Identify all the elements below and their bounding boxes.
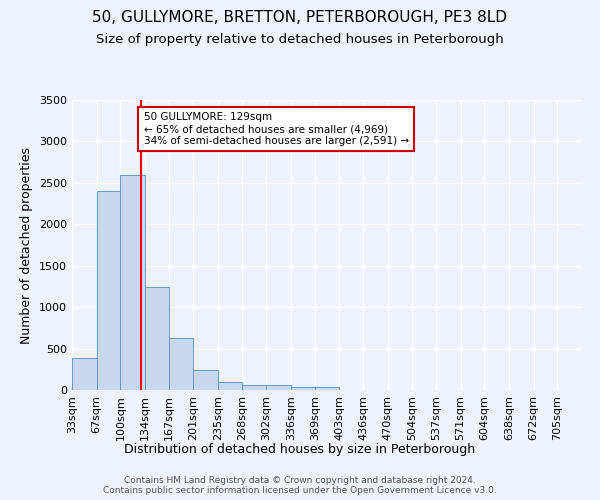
- Text: Size of property relative to detached houses in Peterborough: Size of property relative to detached ho…: [96, 32, 504, 46]
- Bar: [218, 382, 242, 390]
- Text: Contains HM Land Registry data © Crown copyright and database right 2024.
Contai: Contains HM Land Registry data © Crown c…: [103, 476, 497, 495]
- Bar: [291, 386, 315, 390]
- Bar: [145, 288, 169, 390]
- Bar: [97, 191, 121, 390]
- Text: 50 GULLYMORE: 129sqm
← 65% of detached houses are smaller (4,969)
34% of semi-de: 50 GULLYMORE: 129sqm ← 65% of detached h…: [143, 112, 409, 146]
- Bar: [72, 358, 97, 390]
- Bar: [169, 338, 193, 390]
- Bar: [242, 385, 266, 390]
- Bar: [315, 387, 339, 390]
- Bar: [266, 386, 291, 390]
- Text: Distribution of detached houses by size in Peterborough: Distribution of detached houses by size …: [124, 442, 476, 456]
- Text: 50, GULLYMORE, BRETTON, PETERBOROUGH, PE3 8LD: 50, GULLYMORE, BRETTON, PETERBOROUGH, PE…: [92, 10, 508, 25]
- Y-axis label: Number of detached properties: Number of detached properties: [20, 146, 34, 344]
- Bar: [193, 370, 218, 390]
- Bar: [121, 174, 145, 390]
